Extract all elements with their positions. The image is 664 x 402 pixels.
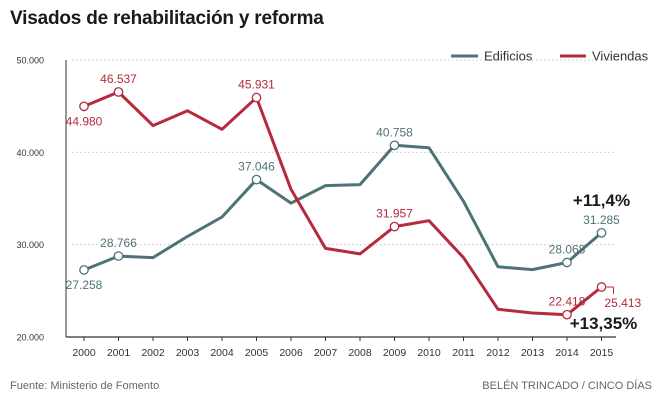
growth-annotation: +13,35% [570, 314, 638, 333]
x-tick-label: 2009 [383, 347, 407, 359]
credit-note: BELÉN TRINCADO / CINCO DÍAS [482, 380, 652, 392]
y-tick-label: 30.000 [16, 240, 44, 250]
x-tick-label: 2001 [107, 347, 131, 359]
marker-layer [79, 87, 614, 320]
x-tick-label: 2003 [176, 347, 200, 359]
data-point [562, 257, 572, 268]
data-label: 44.980 [66, 114, 103, 128]
grid-layer [72, 59, 616, 246]
axis-layer: 20.000 30.000 40.000 50.000 2000 2001 2002 2003… [16, 56, 616, 359]
x-tick-label: 2008 [348, 347, 372, 359]
y-tick-label: 40.000 [16, 148, 44, 158]
data-point [251, 92, 262, 103]
label-layer: 27.258 28.766 37.046 40.758 28.068 31.285 44.9… [66, 72, 642, 333]
data-label: 37.046 [238, 160, 275, 174]
x-tick-label: 2004 [210, 347, 234, 359]
data-point [113, 251, 124, 261]
data-point [389, 140, 400, 151]
series-line-edificios [82, 143, 603, 272]
x-tick-label: 2014 [555, 347, 579, 359]
legend-label-viviendas: Viviendas [592, 49, 649, 64]
x-tick-label: 2007 [314, 347, 338, 359]
data-point [562, 309, 572, 320]
y-tick-label: 20.000 [16, 333, 44, 343]
legend: Edificios Viviendas [451, 49, 649, 64]
data-point [79, 101, 89, 112]
data-label: 28.766 [100, 236, 137, 250]
data-label: 40.758 [376, 125, 413, 139]
data-label: 27.258 [66, 278, 103, 292]
x-tick-label: 2002 [141, 347, 165, 359]
data-point [596, 282, 607, 292]
x-tick-label: 2000 [72, 347, 96, 359]
data-label: 25.413 [605, 296, 642, 310]
data-label: 31.957 [376, 207, 413, 221]
x-tick-label: 2012 [486, 347, 510, 359]
series-layer [82, 90, 603, 317]
legend-label-edificios: Edificios [484, 49, 533, 64]
x-tick-label: 2010 [417, 347, 441, 359]
data-label: 31.285 [583, 213, 620, 227]
x-tick-label: 2005 [245, 347, 269, 359]
data-point [596, 227, 607, 238]
x-tick-label: 2006 [279, 347, 303, 359]
data-point [113, 87, 124, 97]
y-tick-label: 50.000 [16, 56, 44, 66]
source-note: Fuente: Ministerio de Fomento [10, 380, 160, 392]
x-tick-label: 2013 [521, 347, 545, 359]
data-label: 28.068 [549, 243, 586, 257]
x-tick-label: 2011 [452, 347, 475, 359]
data-label: 22.418 [549, 295, 586, 309]
growth-annotation: +11,4% [573, 191, 630, 210]
data-label: 46.537 [100, 72, 137, 86]
chart-title: Visados de rehabilitación y reforma [10, 8, 324, 29]
data-point [251, 174, 262, 185]
x-tick-label: 2015 [590, 347, 614, 359]
series-line-viviendas [82, 90, 603, 317]
data-point [79, 265, 89, 275]
data-label: 45.931 [238, 78, 275, 92]
data-point [389, 221, 400, 232]
